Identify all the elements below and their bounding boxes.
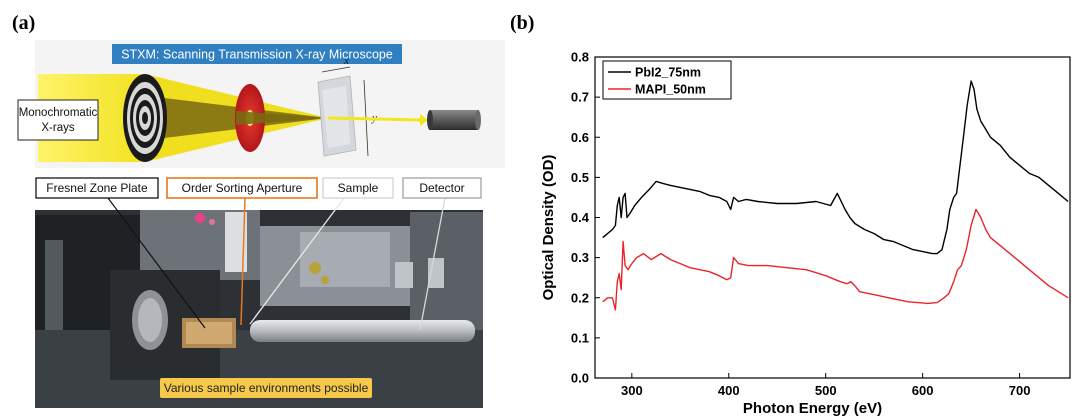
stxm-figure: STXM: Scanning Transmission X-ray Micros…	[17, 40, 505, 408]
legend-box	[602, 60, 732, 100]
series-line-pbi2-75nm	[602, 80, 1069, 255]
x-tick-label: 300	[621, 383, 643, 398]
environments-caption-box	[160, 378, 372, 398]
y-tick-label: 0.2	[571, 290, 589, 305]
series-line-mapi-50nm	[602, 208, 1069, 311]
zone-plate-icon	[123, 74, 167, 162]
source-label-line1: Monochromatic	[19, 107, 98, 119]
fzp-label-box	[35, 177, 159, 199]
source-label-line2: X-rays	[41, 122, 74, 134]
stxm-banner	[112, 44, 402, 64]
sample-icon	[317, 75, 357, 157]
osa-leader-line	[240, 197, 246, 326]
detector-icon	[427, 110, 481, 130]
osa-label-box	[166, 177, 318, 199]
sample-leader-line	[249, 197, 345, 325]
plot-frame	[594, 56, 1071, 379]
x-tick-label: 600	[912, 383, 934, 398]
detector-leader-line	[419, 197, 446, 331]
x-axis-title: Photon Energy (eV)	[743, 400, 882, 417]
fzp-label: Fresnel Zone Plate	[46, 181, 148, 195]
x-axis-marker	[321, 66, 351, 73]
panel-a-label: (a)	[12, 12, 36, 34]
detector-label: Detector	[419, 181, 464, 195]
y-tick-label: 0.8	[571, 50, 589, 65]
instrument-photo	[35, 210, 483, 408]
sample-label-box	[322, 177, 394, 199]
x-axis-label: x	[343, 55, 349, 67]
osa-label: Order Sorting Aperture	[182, 181, 303, 195]
detector-label-box	[402, 177, 482, 199]
environments-caption: Various sample environments possible	[164, 381, 369, 395]
beam-arrow-icon	[420, 114, 428, 126]
y-axis-title: Optical Density (OD)	[540, 155, 557, 301]
stxm-banner-text: STXM: Scanning Transmission X-ray Micros…	[121, 48, 393, 62]
legend-label: PbI2_75nm	[635, 66, 701, 80]
fzp-leader-line	[107, 197, 206, 329]
sample-label: Sample	[338, 181, 379, 195]
y-tick-label: 0.4	[571, 210, 590, 225]
y-tick-label: 0.7	[571, 90, 589, 105]
x-tick-label: 700	[1009, 383, 1031, 398]
y-tick-label: 0.0	[571, 371, 589, 386]
y-tick-label: 0.3	[571, 250, 589, 265]
source-label-box	[17, 99, 99, 141]
y-tick-label: 0.1	[571, 330, 589, 345]
x-tick-label: 500	[815, 383, 837, 398]
x-tick-label: 400	[718, 383, 740, 398]
legend-label: MAPI_50nm	[635, 83, 706, 97]
beam-through-osa	[236, 111, 328, 125]
y-tick-label: 0.6	[571, 130, 589, 145]
y-tick-label: 0.5	[571, 170, 589, 185]
transmitted-beam	[327, 116, 421, 122]
panel-b-label: (b)	[510, 12, 535, 34]
